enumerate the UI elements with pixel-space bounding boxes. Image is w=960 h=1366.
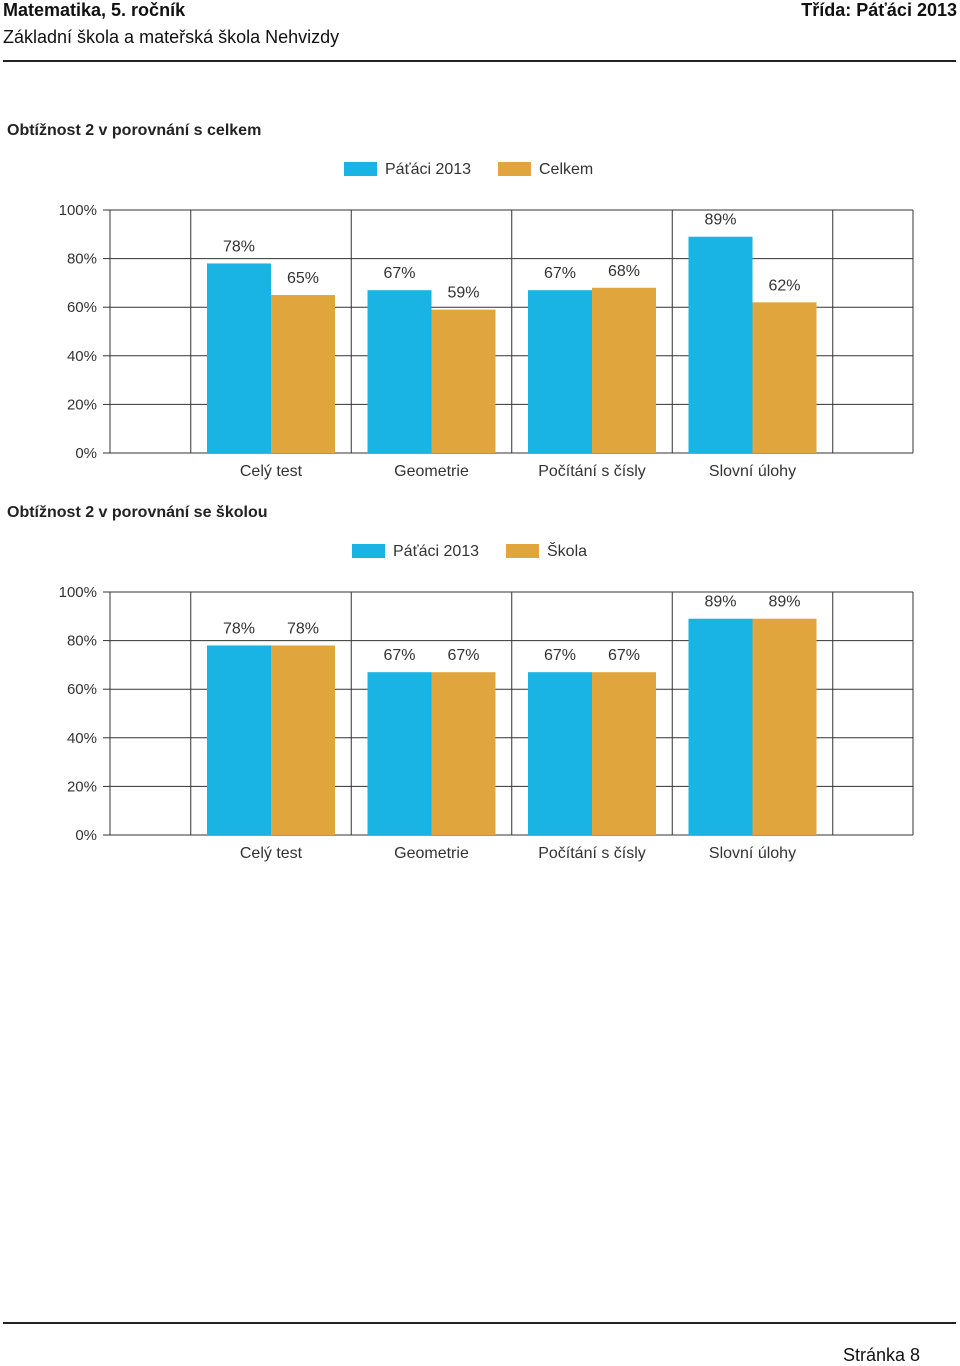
data-label-1-4: 89% <box>704 594 736 611</box>
page-number: Stránka 8 <box>842 1345 920 1365</box>
class-label: Třída: Páťáci 2013 <box>801 0 957 20</box>
legend-label-2: Škola <box>547 541 587 560</box>
bar-1-1 <box>207 263 271 453</box>
y-tick-label: 100% <box>59 584 97 601</box>
y-tick-label: 20% <box>67 778 97 795</box>
y-tick-label: 100% <box>59 202 97 219</box>
data-label-2-2: 59% <box>447 285 479 302</box>
x-tick-label: Geometrie <box>394 845 469 862</box>
x-tick-label: Slovní úlohy <box>709 845 796 862</box>
data-label-2-4: 89% <box>768 594 800 611</box>
y-tick-label: 0% <box>75 445 97 462</box>
bar-1-4 <box>688 236 753 453</box>
y-tick-label: 40% <box>67 348 97 365</box>
y-tick-label: 80% <box>67 633 97 650</box>
data-label-2-1: 65% <box>287 270 319 287</box>
y-tick-label: 0% <box>75 827 97 844</box>
bar-2-3 <box>592 287 656 453</box>
y-tick-label: 80% <box>67 251 97 268</box>
legend-label-2: Celkem <box>539 161 593 178</box>
x-tick-label: Celý test <box>240 463 303 480</box>
legend-swatch-2 <box>498 162 531 176</box>
bar-2-1 <box>271 295 335 453</box>
data-label-1-3: 67% <box>544 265 576 282</box>
chart-2-title: Obtížnost 2 v porovnání se školou <box>7 504 268 521</box>
x-tick-label: Slovní úlohy <box>709 463 796 480</box>
data-label-2-3: 68% <box>608 263 640 280</box>
data-label-1-3: 67% <box>544 647 576 664</box>
data-label-1-4: 89% <box>704 212 736 229</box>
x-tick-label: Geometrie <box>394 463 469 480</box>
y-tick-label: 60% <box>67 681 97 698</box>
bar-chart-overall-comparison: Páťáci 2013 Celkem 0% 20% 40% 60% 80% 100% 78% 65… <box>59 161 914 480</box>
x-tick-label: Počítání s čísly <box>538 845 646 862</box>
bar-2-4 <box>752 618 817 835</box>
bar-2-3 <box>592 672 656 835</box>
bar-1-2 <box>367 672 432 835</box>
chart-1-title: Obtížnost 2 v porovnání s celkem <box>7 122 262 139</box>
bar-2-1 <box>271 645 335 835</box>
legend-swatch-1 <box>344 162 377 176</box>
data-label-2-1: 78% <box>287 620 319 637</box>
header-divider <box>3 60 956 62</box>
bar-chart-school-comparison: Páťáci 2013 Škola 0% 20% 40% 60% 80% 100% 78% 78%… <box>59 541 914 862</box>
school-name: Základní škola a mateřská škola Nehvizdy <box>3 27 340 47</box>
bar-1-2 <box>367 290 432 453</box>
y-tick-label: 40% <box>67 730 97 747</box>
y-tick-label: 20% <box>67 396 97 413</box>
data-label-1-1: 78% <box>223 238 255 255</box>
report-title: Matematika, 5. ročník <box>3 0 186 20</box>
y-tick-label: 60% <box>67 299 97 316</box>
bar-1-3 <box>528 290 592 453</box>
legend-swatch-2 <box>506 544 539 558</box>
legend-label-1: Páťáci 2013 <box>393 543 479 560</box>
data-label-2-4: 62% <box>768 277 800 294</box>
data-label-1-2: 67% <box>383 647 415 664</box>
legend-swatch-1 <box>352 544 385 558</box>
data-label-1-1: 78% <box>223 620 255 637</box>
legend-label-1: Páťáci 2013 <box>385 161 471 178</box>
bar-2-2 <box>431 309 496 453</box>
data-label-2-3: 67% <box>608 647 640 664</box>
x-tick-label: Počítání s čísly <box>538 463 646 480</box>
bar-2-4 <box>752 302 817 453</box>
data-label-1-2: 67% <box>383 265 415 282</box>
bar-1-1 <box>207 645 271 835</box>
bar-2-2 <box>431 672 496 835</box>
bar-1-4 <box>688 618 753 835</box>
x-tick-label: Celý test <box>240 845 303 862</box>
footer-divider <box>3 1322 956 1324</box>
data-label-2-2: 67% <box>447 647 479 664</box>
bar-1-3 <box>528 672 592 835</box>
